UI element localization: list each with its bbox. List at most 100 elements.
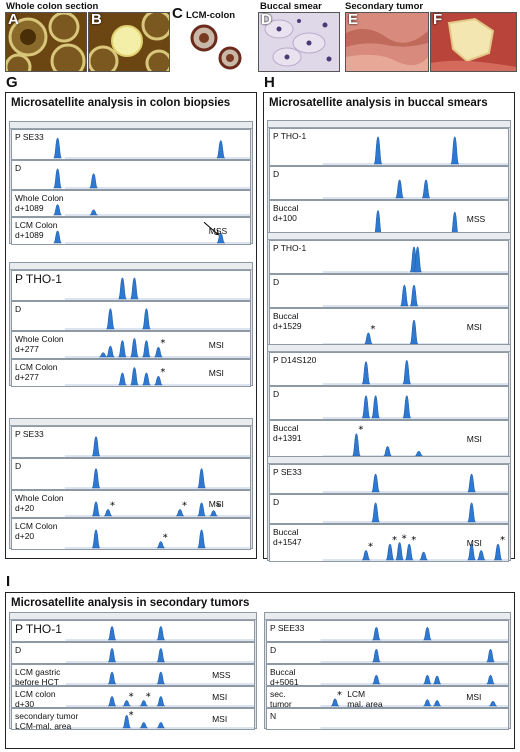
row-label: D — [273, 277, 280, 287]
peak — [91, 436, 101, 457]
photo-c-lcm-colon — [186, 20, 246, 70]
row-label: P THO-1 — [273, 243, 307, 253]
peak — [395, 179, 404, 199]
peak — [122, 700, 131, 707]
peak — [216, 140, 226, 159]
panel-i-group-1: P THO-1 D LCM gastric before HCT MSS LCM col… — [9, 612, 257, 730]
row-label: P D14S120 — [273, 355, 317, 365]
peak — [423, 626, 432, 641]
peak — [53, 204, 62, 216]
electropherogram-trace: * * * — [64, 500, 250, 517]
peak — [352, 433, 361, 457]
panel-letter-c: C — [172, 5, 183, 22]
peak — [156, 541, 165, 549]
peak — [53, 137, 62, 159]
peak — [89, 173, 98, 189]
peak — [103, 509, 113, 517]
electropherogram-row: Whole Colon d+277 MSI * — [11, 331, 251, 359]
row-label: P SE33 — [273, 467, 302, 477]
peak — [477, 550, 486, 561]
electropherogram-trace — [65, 626, 254, 641]
electropherogram-row: P THO-1 — [269, 128, 509, 166]
star-marker: * — [182, 500, 187, 511]
row-label: N — [270, 711, 277, 721]
peak — [156, 626, 166, 641]
peak — [154, 375, 163, 386]
panel-i-title: Microsatellite analysis in secondary tum… — [11, 597, 250, 609]
photo-d-buccal-smear — [258, 12, 340, 72]
electropherogram-trace — [322, 473, 508, 493]
electropherogram-trace — [320, 727, 508, 729]
peak — [404, 543, 414, 561]
status-label: MSI — [208, 340, 224, 350]
peak — [216, 232, 225, 244]
star-marker: * — [402, 533, 407, 544]
row-label: Buccal d+1529 — [273, 311, 302, 331]
peak — [107, 671, 117, 685]
star-marker: * — [337, 690, 342, 701]
row-label: sec. tumor — [270, 689, 292, 708]
electropherogram-row: D — [269, 494, 509, 524]
peak — [91, 529, 101, 549]
electropherogram-trace — [64, 468, 250, 489]
row-label: P SE33 — [15, 429, 44, 439]
status-label: MSI — [212, 692, 228, 702]
peak — [371, 502, 380, 523]
size-ruler — [268, 345, 510, 352]
peak — [130, 338, 139, 358]
peak — [423, 699, 432, 707]
row-label: secondary tumor LCM-mal. area — [15, 711, 79, 730]
peak — [373, 136, 383, 165]
electropherogram-row: sec. tumor LCM mal. area MSI * — [266, 686, 509, 708]
peak — [371, 473, 380, 493]
peak — [118, 372, 127, 386]
photo-e-secondary-tumor — [345, 12, 429, 72]
status-label: MSI — [208, 368, 224, 378]
electropherogram-trace — [53, 137, 250, 159]
peak — [383, 446, 392, 457]
size-ruler — [268, 457, 510, 464]
row-label: LCM gastric before HCT — [15, 667, 61, 686]
electropherogram-row: Whole Colon d+1089 — [11, 190, 251, 217]
panel-letter-i: I — [6, 573, 11, 590]
peak — [467, 543, 476, 561]
electropherogram-row: D — [266, 642, 509, 664]
peak — [419, 551, 428, 561]
electropherogram-trace — [53, 168, 250, 189]
row-label: LCM Colon d+20 — [15, 521, 58, 541]
electropherogram-trace: * — [64, 529, 250, 549]
peak — [364, 332, 373, 345]
electropherogram-trace: * — [64, 367, 250, 386]
size-ruler — [268, 121, 510, 128]
peak — [139, 700, 148, 707]
peak — [450, 136, 460, 165]
electropherogram-row: D — [269, 274, 509, 308]
caption-lcm-colon: LCM-colon — [186, 10, 236, 21]
peak — [486, 674, 495, 685]
electropherogram-trace — [320, 626, 508, 641]
electropherogram-row: Buccal d+5061 — [266, 664, 509, 686]
peak — [130, 367, 139, 386]
status-label: MSI — [466, 538, 482, 548]
peak — [175, 509, 185, 517]
row-sublabel: LCM mal. area — [347, 689, 383, 708]
arrow-icon — [203, 221, 220, 236]
star-marker: * — [163, 533, 168, 544]
star-marker: * — [500, 535, 505, 546]
panel-letter-f: F — [433, 11, 443, 28]
electropherogram-trace — [64, 436, 250, 457]
status-label: MSI — [208, 499, 224, 509]
caption-buccal-smear: Buccal smear — [260, 1, 322, 12]
peak — [142, 340, 151, 358]
electropherogram-trace — [53, 221, 250, 244]
electropherogram-trace — [53, 204, 250, 216]
peak — [409, 284, 419, 307]
electropherogram-row: LCM gastric before HCT MSS — [11, 664, 255, 686]
row-label: P THO-1 — [15, 272, 62, 286]
panel-h-group-2: P THO-1 D Buccal d+1529 MSI * — [267, 232, 511, 346]
peak — [107, 648, 117, 663]
electropherogram-row: P D14S120 — [269, 352, 509, 386]
row-label: Buccal d+1547 — [273, 527, 302, 547]
status-label: MSI — [466, 692, 482, 702]
status-label: MSS — [212, 670, 231, 680]
